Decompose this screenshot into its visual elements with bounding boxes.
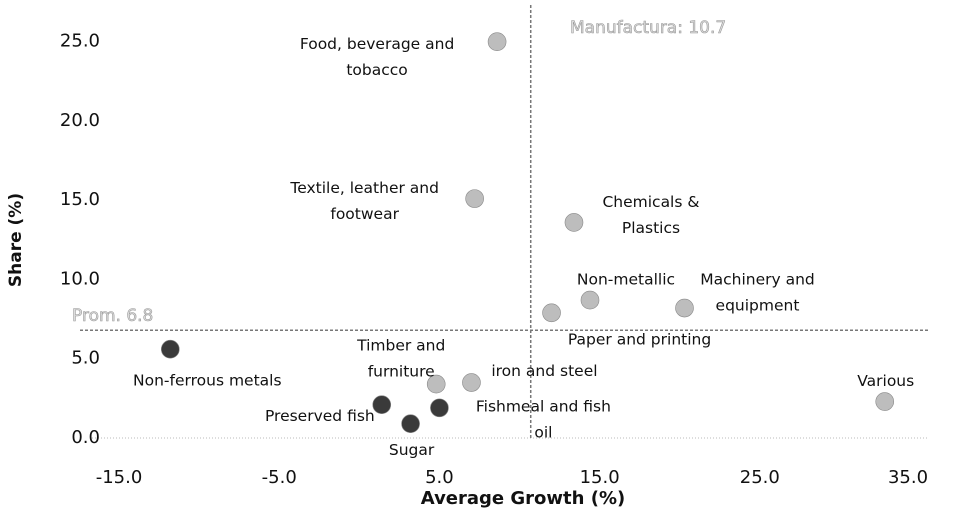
y-tick-label: 10.0 (60, 268, 100, 289)
x-axis-title: Average Growth (%) (421, 488, 625, 509)
point-label: Timber and (356, 337, 445, 355)
point (487, 32, 507, 52)
point-label: Non-ferrous metals (133, 372, 282, 390)
x-tick-label: -15.0 (96, 467, 143, 488)
point-label: furniture (368, 363, 435, 381)
point-label: Machinery and (700, 271, 815, 289)
point-label: Various (857, 372, 914, 390)
point-label: Non-metallic (577, 271, 675, 289)
reference-label: Prom. 6.8 (72, 306, 153, 326)
point-label: equipment (716, 297, 800, 315)
point (462, 373, 481, 392)
point (542, 303, 561, 323)
y-tick-label: 20.0 (60, 110, 100, 131)
point (160, 339, 180, 359)
point-label: Plastics (622, 219, 680, 237)
point (564, 213, 584, 232)
x-tick-label: -5.0 (262, 467, 297, 488)
point (401, 414, 420, 434)
point-label: footwear (330, 205, 399, 223)
y-tick-label: 25.0 (60, 31, 100, 52)
point (675, 298, 694, 318)
point (875, 392, 895, 411)
point-label: Fishmeal and fish (476, 397, 611, 415)
point (426, 374, 446, 394)
reference-label: Manufactura: 10.7 (570, 18, 726, 38)
y-tick-label: 5.0 (71, 348, 100, 369)
point (580, 290, 600, 310)
x-tick-label: 15.0 (580, 467, 620, 488)
point-label: Textile, leather and (289, 179, 439, 197)
point-label: oil (534, 423, 552, 441)
point-label: Food, beverage and (300, 35, 454, 53)
point-label: tobacco (346, 61, 407, 79)
point (430, 398, 449, 418)
point-label: Paper and printing (568, 330, 711, 348)
point (372, 395, 392, 415)
y-axis-title: Share (%) (6, 193, 26, 287)
point-label: Preserved fish (265, 407, 375, 425)
point-label: iron and steel (491, 362, 597, 380)
point (465, 189, 484, 208)
y-tick-label: 0.0 (71, 427, 100, 448)
y-tick-label: 15.0 (60, 189, 100, 210)
x-tick-label: 25.0 (740, 467, 780, 488)
x-tick-label: 35.0 (888, 467, 928, 488)
x-tick-label: 5.0 (425, 467, 454, 488)
point-label: Chemicals & (602, 193, 699, 211)
point-label: Sugar (389, 441, 435, 459)
